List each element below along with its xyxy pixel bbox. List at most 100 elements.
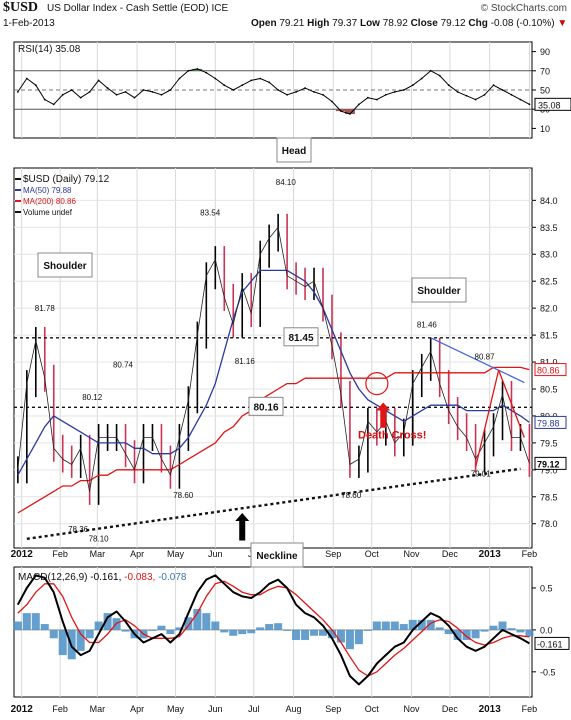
macd-histogram-bar: [193, 608, 202, 630]
macd-histogram-bar: [310, 629, 319, 636]
trend-line-blue: [430, 337, 525, 384]
rsi-point: [205, 71, 208, 74]
x-axis-label: 2013: [479, 549, 502, 560]
rsi-point: [241, 84, 244, 87]
trend-line-red-up: [474, 369, 500, 468]
rsi-tick-label: 10: [540, 124, 550, 134]
x-axis-label: Oct: [365, 704, 380, 714]
high-label: High: [307, 18, 330, 29]
macd-last-value-box: [534, 636, 570, 650]
price-point-label: 80.12: [82, 393, 103, 402]
macd-legend: MACD(12,26,9) -0.161, -0.083, -0.078: [18, 572, 187, 583]
macd-histogram-bar: [256, 627, 265, 630]
rsi-legend: RSI(14) 35.08: [18, 44, 81, 55]
rsi-point: [349, 113, 351, 115]
macd-histogram-bar: [525, 629, 534, 637]
macd-histogram-bar: [166, 629, 175, 635]
rsi-point: [196, 67, 199, 70]
rsi-point: [259, 77, 262, 80]
rsi-point: [133, 96, 136, 99]
rsi-point: [304, 87, 306, 89]
open-label: Open: [251, 18, 277, 29]
open-value: 79.21: [279, 18, 305, 29]
macd-histogram-bar: [426, 619, 435, 630]
macd-histogram-bar: [175, 627, 184, 630]
death-cross-circle: [365, 372, 389, 396]
macd-histogram-bar: [292, 629, 301, 640]
price-tick-label: 83.5: [540, 223, 558, 233]
price-point-label: 84.10: [276, 178, 297, 187]
x-axis-label: Nov: [403, 549, 420, 559]
macd-legend-part: -0.083,: [124, 572, 158, 583]
price-tick-label: 83.0: [540, 250, 558, 260]
x-axis-label: Dec: [442, 549, 459, 559]
macd-histogram-bar: [85, 629, 94, 639]
rsi-point: [465, 94, 468, 97]
rsi-point: [160, 93, 163, 96]
chg-value: -0.08 (-0.10%): [490, 18, 555, 29]
rsi-point: [340, 110, 342, 113]
price-point-label: 78.36: [68, 525, 89, 534]
rsi-point: [501, 89, 504, 91]
price-point-label: 78.60: [341, 491, 362, 500]
neckline-arrow-icon: [235, 512, 250, 541]
rsi-tick-label: 70: [540, 66, 550, 76]
rsi-point: [366, 96, 369, 99]
macd-histogram-bar: [31, 613, 40, 630]
rsi-point: [447, 84, 450, 87]
price-point-label: 78.10: [89, 535, 110, 544]
down-arrow-icon: ▼: [557, 18, 568, 29]
rsi-point: [429, 69, 432, 72]
price-tick-label: 81.0: [540, 358, 558, 368]
rsi-point: [34, 84, 37, 87]
rsi-point: [277, 89, 280, 91]
x-axis-label: 2012: [11, 549, 34, 560]
shoulder-left-annotation: Shoulder: [43, 261, 86, 272]
close-label: Close: [410, 18, 438, 29]
close-last-value-box: [534, 456, 567, 470]
brand-label: © StockCharts.com: [480, 3, 567, 14]
macd-histogram-bar: [336, 629, 345, 643]
close-last-value: 79.12: [537, 459, 560, 469]
macd-histogram-bar: [301, 629, 310, 640]
rsi-point: [393, 91, 396, 93]
macd-histogram-bar: [453, 629, 462, 640]
price-tick-label: 79.0: [540, 465, 558, 475]
price-panel-frame: [13, 167, 533, 549]
macd-histogram-bar: [202, 613, 211, 630]
level-label-81-45: 81.45: [288, 333, 313, 344]
x-axis-label: Apr: [130, 549, 144, 559]
x-axis-label: 2012: [11, 704, 34, 715]
macd-histogram-bar: [319, 629, 328, 636]
rsi-point: [474, 98, 477, 101]
rsi-oversold-fill: [344, 109, 355, 114]
macd-histogram-bar: [220, 629, 229, 633]
x-axis-label: Sep: [325, 704, 341, 714]
price-tick-label: 82.0: [540, 304, 558, 314]
macd-histogram-bar: [274, 623, 283, 630]
rsi-point: [286, 93, 289, 96]
macd-histogram-bar: [462, 629, 471, 640]
macd-histogram-bar: [363, 629, 372, 631]
symbol-label: $USD: [3, 0, 39, 15]
price-tick-label: 78.0: [540, 519, 558, 529]
price-point-label: 79.01: [471, 469, 492, 478]
x-axis-label: Dec: [442, 704, 459, 714]
chg-label: Chg: [468, 18, 488, 29]
rsi-point: [510, 93, 513, 96]
macd-histogram-bar: [121, 629, 130, 632]
macd-histogram-bar: [238, 629, 247, 635]
price-point-label: 81.46: [417, 321, 438, 330]
macd-histogram-bar: [148, 629, 157, 631]
close-value: 79.12: [440, 18, 466, 29]
macd-histogram-bar: [157, 625, 166, 630]
price-tick-label: 82.5: [540, 277, 558, 287]
rsi-point: [88, 91, 91, 93]
rsi-point: [528, 103, 531, 106]
price-tick-label: 79.5: [540, 438, 558, 448]
macd-histogram-bar: [94, 621, 103, 630]
rsi-point: [25, 77, 28, 80]
x-axis-label: 2013: [479, 704, 502, 715]
